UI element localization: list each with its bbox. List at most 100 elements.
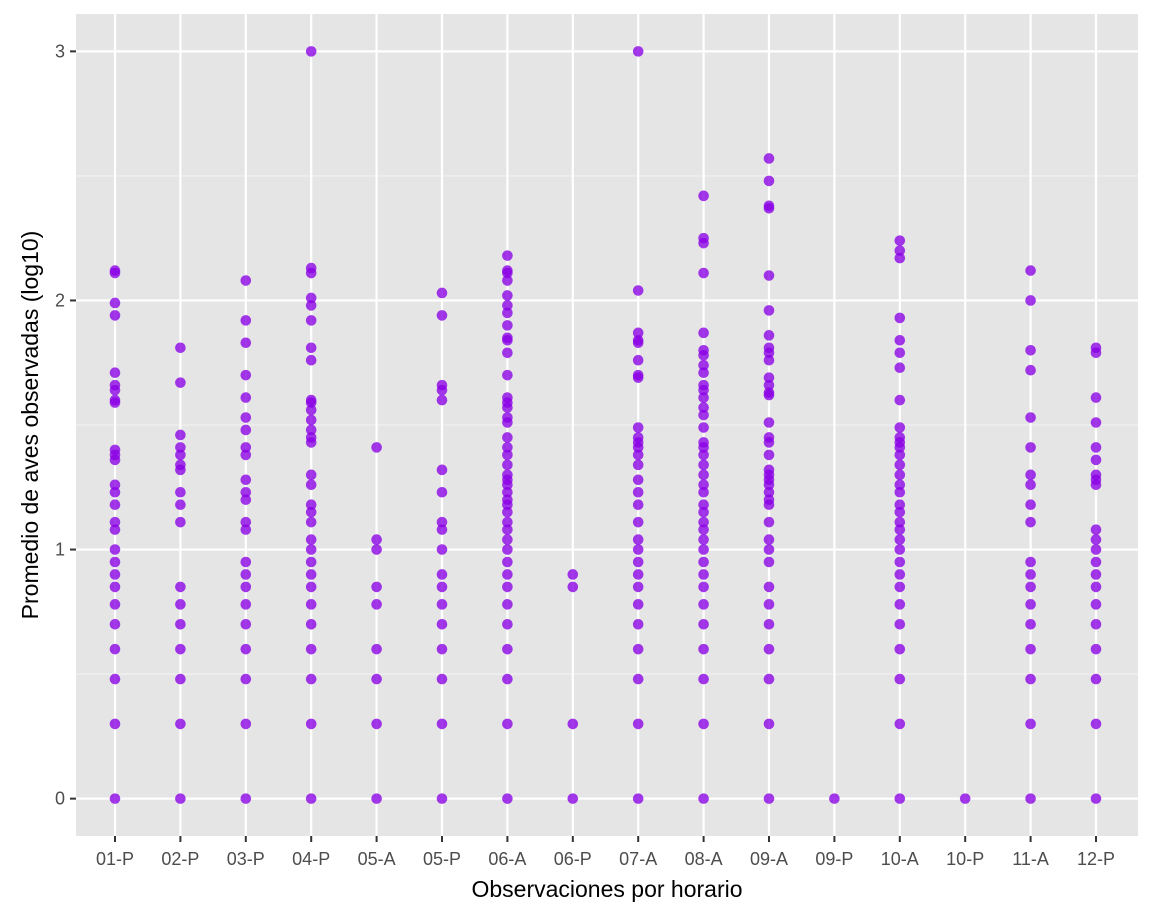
data-point [698,673,709,685]
data-point [894,432,906,443]
data-point [502,599,513,610]
data-point [240,486,252,498]
data-point [109,265,121,276]
data-point [436,643,448,655]
data-point [1025,442,1036,453]
data-point [436,464,448,476]
data-point [698,618,709,630]
data-point [240,315,252,326]
x-axis-title: Observaciones por horario [471,876,742,902]
data-point [632,285,644,296]
data-point [763,494,775,506]
x-tick-label: 04-P [292,849,330,869]
data-point [109,556,121,568]
data-point [240,569,252,580]
data-point [305,534,317,545]
data-point [763,486,775,498]
x-tick-label: 12-P [1077,849,1115,869]
data-point [436,394,448,406]
data-point [894,581,906,593]
data-point [894,506,906,518]
data-point [1025,479,1036,491]
data-point [502,673,513,685]
data-point [109,793,121,804]
data-point [1025,556,1036,568]
data-point [698,718,709,730]
data-point [698,379,709,391]
data-point [502,486,513,498]
data-point [763,387,775,398]
data-point [502,534,513,545]
data-point [436,673,448,685]
data-point [698,486,709,498]
data-point [240,673,252,685]
data-point [894,556,906,568]
data-point [371,442,382,453]
data-point [109,394,121,406]
data-point [763,544,775,555]
data-point [698,643,709,655]
data-point [763,793,775,804]
data-point [894,449,906,461]
data-point [305,424,317,436]
data-point [632,432,644,443]
data-point [436,544,448,555]
data-point [436,486,448,498]
data-point [698,402,709,413]
data-point [305,499,317,511]
data-point [305,673,317,685]
data-point [698,544,709,555]
data-point [894,422,906,433]
data-point [240,793,252,804]
data-point [240,618,252,630]
data-point [1025,295,1036,306]
x-tick-label: 06-A [488,849,526,869]
data-point [894,335,906,346]
data-point [763,417,775,428]
data-point [763,305,775,316]
data-point [502,250,513,261]
data-point [894,252,906,264]
data-point [240,275,252,286]
data-point [175,673,186,685]
data-point [175,643,186,655]
data-point [763,432,775,443]
data-point [632,793,644,804]
y-tick-label: 2 [55,290,65,310]
data-point [305,718,317,730]
data-point [632,599,644,610]
data-point [109,479,121,491]
data-point [502,392,513,403]
data-point [502,332,513,344]
data-point [175,618,186,630]
data-point [240,524,252,535]
data-point [632,459,644,471]
data-point [436,718,448,730]
data-point [1090,392,1102,403]
data-point [502,718,513,730]
data-point [763,534,775,545]
data-point [1025,581,1036,593]
data-point [240,442,252,453]
data-point [305,262,317,274]
data-point [763,379,775,391]
data-point [502,494,513,506]
data-point [502,516,513,528]
data-point [632,46,644,57]
data-point [109,643,121,655]
data-point [175,342,186,354]
data-point [1025,412,1036,423]
y-tick-label: 1 [55,540,65,560]
data-point [1090,581,1102,593]
data-point [698,499,709,511]
data-point [698,479,709,491]
data-point [894,479,906,491]
data-point [109,581,121,593]
data-points [109,46,1102,804]
data-point [371,793,382,804]
data-point [698,793,709,804]
data-point [1090,569,1102,580]
data-point [698,524,709,535]
data-point [763,354,775,366]
data-point [502,459,513,471]
